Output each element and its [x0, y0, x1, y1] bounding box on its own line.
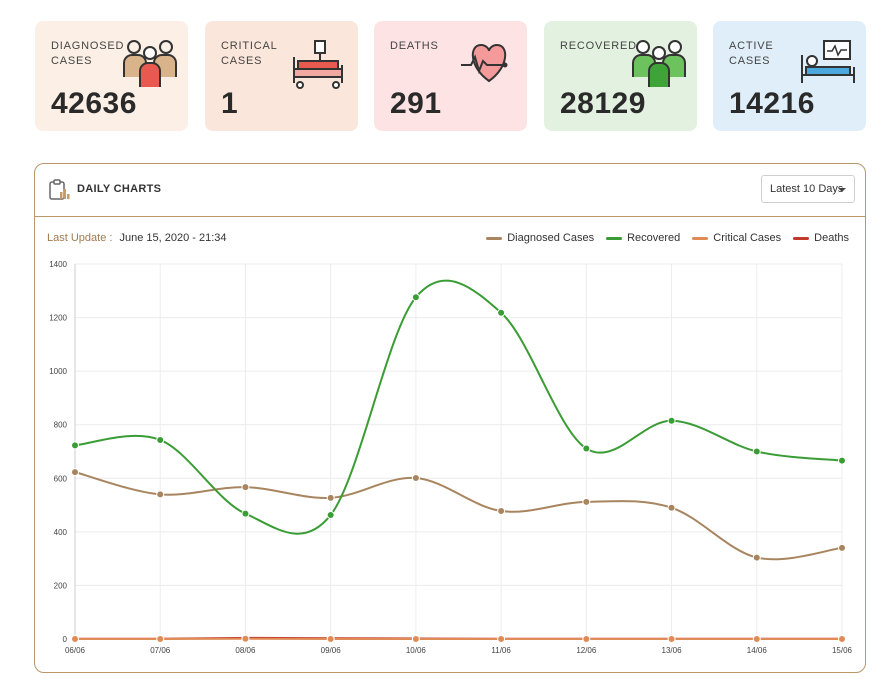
patient-monitor-icon	[801, 40, 855, 83]
x-tick-label: 08/06	[235, 646, 256, 655]
stat-label: Deaths	[390, 40, 439, 52]
series-line-diagnosed-cases	[74, 471, 843, 561]
data-point-critical-cases[interactable]	[156, 635, 165, 643]
data-point-critical-cases[interactable]	[326, 635, 335, 643]
hospital-bed-icon	[293, 40, 343, 89]
x-tick-label: 07/06	[150, 646, 171, 655]
data-point-recovered[interactable]	[667, 416, 676, 425]
x-tick-label: 12/06	[576, 646, 597, 655]
stat-card-deaths: Deaths 291	[374, 21, 527, 131]
data-point-recovered[interactable]	[156, 435, 165, 444]
legend-label: Recovered	[627, 232, 681, 244]
legend-item-deaths[interactable]: Deaths	[793, 232, 849, 244]
y-tick-label: 200	[54, 581, 68, 590]
legend-item-critical[interactable]: Critical Cases	[692, 232, 781, 244]
legend-swatch	[486, 236, 503, 240]
legend-swatch	[692, 236, 709, 240]
data-point-recovered[interactable]	[71, 441, 79, 450]
data-point-diagnosed-cases[interactable]	[241, 483, 250, 492]
stat-value: 42636	[51, 87, 137, 120]
data-point-recovered[interactable]	[241, 509, 250, 518]
stat-label: Diagnosed Cases	[51, 40, 125, 67]
x-tick-label: 09/06	[321, 646, 342, 655]
recovered-people-icon	[632, 40, 686, 87]
last-update-value: June 15, 2020 - 21:34	[119, 232, 227, 244]
series-line-recovered	[74, 279, 843, 535]
data-point-critical-cases[interactable]	[71, 635, 79, 643]
daily-charts-panel: Daily Charts Latest 10 Days Last Update …	[34, 163, 866, 673]
stat-label: Critical Cases	[221, 40, 278, 67]
people-group-icon	[123, 40, 177, 87]
stat-label: Recovered	[560, 40, 637, 52]
data-point-diagnosed-cases[interactable]	[667, 503, 676, 512]
y-tick-label: 400	[54, 528, 68, 537]
period-dropdown[interactable]: Latest 10 Days	[761, 175, 855, 203]
stat-card-diagnosed: Diagnosed Cases 42636	[35, 21, 188, 131]
legend-swatch	[606, 236, 623, 240]
data-point-diagnosed-cases[interactable]	[838, 543, 846, 552]
x-tick-label: 13/06	[662, 646, 683, 655]
x-tick-label: 10/06	[406, 646, 427, 655]
data-point-critical-cases[interactable]	[752, 635, 761, 643]
legend-item-recovered[interactable]: Recovered	[606, 232, 680, 244]
last-update: Last Update : June 15, 2020 - 21:34	[47, 232, 227, 244]
stat-value: 14216	[729, 87, 815, 120]
stat-value: 28129	[560, 87, 646, 120]
data-point-diagnosed-cases[interactable]	[497, 506, 506, 515]
data-point-critical-cases[interactable]	[838, 635, 846, 643]
y-tick-label: 0	[63, 635, 68, 644]
data-point-recovered[interactable]	[326, 510, 335, 519]
stat-value: 1	[221, 87, 239, 120]
data-point-diagnosed-cases[interactable]	[156, 490, 165, 499]
x-tick-label: 06/06	[65, 646, 86, 655]
data-point-diagnosed-cases[interactable]	[411, 474, 420, 483]
data-point-diagnosed-cases[interactable]	[326, 493, 335, 502]
panel-header: Daily Charts Latest 10 Days	[35, 164, 865, 217]
data-point-recovered[interactable]	[411, 293, 420, 302]
legend-label: Critical Cases	[713, 232, 782, 244]
y-tick-label: 1000	[49, 367, 67, 376]
stat-card-recovered: Recovered 28129	[544, 21, 697, 131]
x-tick-label: 15/06	[832, 646, 853, 655]
data-point-recovered[interactable]	[752, 447, 761, 456]
data-point-diagnosed-cases[interactable]	[582, 497, 591, 506]
y-tick-label: 800	[54, 421, 68, 430]
data-point-critical-cases[interactable]	[497, 635, 506, 643]
data-point-critical-cases[interactable]	[582, 635, 591, 643]
chevron-down-icon	[838, 188, 846, 192]
y-tick-label: 1200	[49, 314, 67, 323]
heartbeat-icon	[461, 43, 508, 83]
data-point-recovered[interactable]	[497, 308, 506, 317]
clipboard-chart-icon	[49, 179, 70, 200]
data-point-diagnosed-cases[interactable]	[71, 468, 79, 477]
stat-card-active: Active Cases 14216	[713, 21, 866, 131]
data-point-diagnosed-cases[interactable]	[752, 553, 761, 562]
period-selected-label: Latest 10 Days	[770, 183, 844, 195]
last-update-label: Last Update :	[47, 232, 113, 244]
panel-title: Daily Charts	[77, 183, 162, 195]
legend-item-diagnosed[interactable]: Diagnosed Cases	[486, 232, 594, 244]
legend-label: Diagnosed Cases	[507, 232, 595, 244]
stat-value: 291	[390, 87, 442, 120]
stat-label: Active Cases	[729, 40, 774, 67]
x-tick-label: 11/06	[491, 646, 511, 655]
legend-label: Deaths	[814, 232, 849, 244]
chart-legend: Diagnosed Cases Recovered Critical Cases…	[486, 232, 849, 244]
y-tick-label: 1400	[49, 260, 67, 269]
data-point-recovered[interactable]	[838, 456, 846, 465]
data-point-critical-cases[interactable]	[411, 635, 420, 643]
data-point-recovered[interactable]	[582, 444, 591, 453]
data-point-critical-cases[interactable]	[241, 634, 250, 643]
stat-card-critical: Critical Cases 1	[205, 21, 358, 131]
legend-swatch	[793, 236, 810, 240]
data-point-critical-cases[interactable]	[667, 635, 676, 643]
x-tick-label: 14/06	[747, 646, 768, 655]
y-tick-label: 600	[54, 474, 68, 483]
